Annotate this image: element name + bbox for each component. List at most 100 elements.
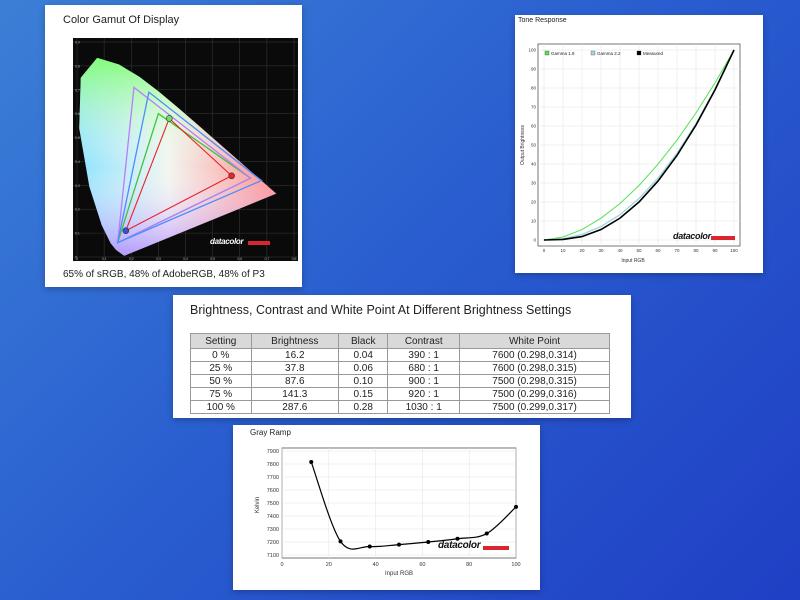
x-tick-label: 0: [280, 562, 283, 568]
y-tick-label: 90: [531, 67, 537, 72]
datacolor-logo-bar: [483, 546, 509, 550]
x-tick-label: 0.4: [183, 257, 188, 261]
ramp-ylabel: Kelvin: [255, 497, 261, 513]
legend-label: Gamma 2.2: [597, 51, 621, 56]
y-tick-label: 0.1: [75, 232, 80, 236]
table-cell: 100 %: [190, 400, 252, 414]
table-cell: 0 %: [190, 348, 252, 362]
y-tick-label: 0: [533, 238, 536, 243]
y-tick-label: 0.5: [75, 136, 80, 140]
ramp-point: [397, 542, 401, 547]
ramp-point: [455, 536, 460, 541]
table-cell: 87.6: [250, 374, 340, 388]
tone-xlabel: Input RGB: [621, 258, 645, 264]
x-tick-label: 60: [655, 248, 661, 253]
y-tick-label: 7600: [267, 488, 279, 494]
legend-swatch: [544, 50, 550, 56]
column-header: Setting: [190, 333, 252, 349]
ramp-chart: 0 20 40 60 80 100 7100 7200 7300 7400 7500 7600 7700…: [255, 447, 521, 577]
x-tick-label: 40: [617, 248, 623, 253]
y-tick-label: 7800: [267, 462, 279, 468]
x-tick-label: 0.8: [292, 257, 297, 261]
legend-swatch: [636, 50, 642, 56]
x-tick-label: 40: [373, 562, 379, 568]
gamut-triangle-measured: [124, 117, 233, 232]
table-row: 75 % 141.3 0.15 920 : 1 7500 (0.299,0.31…: [190, 387, 610, 401]
table-cell: 37.8: [250, 361, 340, 375]
table-cell: 0.15: [338, 387, 389, 401]
color-gamut-panel: Color Gamut Of Display 0 0.1 0.2 0.3 0.4 0.5 0…: [45, 5, 302, 287]
table-row: 25 % 37.8 0.06 680 : 1 7600 (0.298,0.315…: [190, 361, 610, 375]
table-row: 100 % 287.6 0.28 1030 : 1 7500 (0.299,0.…: [190, 400, 610, 414]
x-tick-label: 0.7: [264, 257, 269, 261]
table-cell: 50 %: [190, 374, 252, 388]
table-cell: 16.2: [250, 348, 340, 362]
table-cell: 0.06: [338, 361, 389, 375]
datacolor-logo-bar: [248, 241, 270, 245]
x-tick-label: 0.3: [156, 257, 161, 261]
y-tick-label: 0.8: [75, 64, 80, 68]
x-tick-label: 100: [511, 562, 520, 568]
x-tick-label: 20: [326, 562, 332, 568]
tone-title: Tone Response: [518, 17, 567, 24]
brightness-table: Setting Brightness Black Contrast White …: [190, 333, 610, 414]
y-tick-label: 30: [531, 181, 537, 186]
y-tick-label: 7900: [267, 449, 279, 455]
column-header: Contrast: [387, 333, 461, 349]
y-tick-label: 7700: [267, 475, 279, 481]
table-title: Brightness, Contrast and White Point At …: [190, 303, 572, 317]
x-tick-label: 60: [419, 562, 425, 568]
x-tick-label: 0: [543, 248, 546, 253]
tone-chart: 0 0 10 10 20 20 30 30 40 40 50 50 60 60 70 70 80 80 90 90 10…: [520, 43, 741, 264]
y-tick-label: 50: [531, 143, 537, 148]
table-row: 50 % 87.6 0.10 900 : 1 7500 (0.298,0.315…: [190, 374, 610, 388]
x-tick-label: 20: [579, 248, 585, 253]
x-tick-label: 0.5: [210, 257, 215, 261]
gamut-chart: 0 0.1 0.2 0.3 0.4 0.5 0.6 0.7 0.800.10.20.30.40.…: [73, 38, 298, 261]
x-tick-label: 80: [466, 562, 472, 568]
table-cell: 141.3: [250, 387, 340, 401]
gamut-primary-point: [165, 115, 173, 122]
column-header: White Point: [459, 333, 610, 349]
legend-swatch: [590, 50, 596, 56]
x-tick-label: 10: [560, 248, 566, 253]
gamut-triangle-p3: [116, 91, 263, 244]
y-tick-label: 7200: [267, 540, 279, 546]
x-tick-label: 100: [730, 248, 738, 253]
ramp-point: [309, 460, 314, 465]
x-tick-label: 80: [693, 248, 699, 253]
table-cell: 1030 : 1: [387, 400, 461, 414]
y-tick-label: 0.6: [75, 112, 80, 116]
tone-line-0: [543, 49, 735, 241]
datacolor-logo: datacolor: [438, 540, 481, 551]
y-tick-label: 0.3: [75, 184, 80, 188]
gray-ramp-panel: Gray Ramp 0 20 40 60 80 100 7100 7200 7300 7400 75…: [233, 425, 540, 590]
x-tick-label: 70: [674, 248, 680, 253]
brightness-table-panel: Brightness, Contrast and White Point At …: [173, 295, 631, 418]
gamut-title: Color Gamut Of Display: [63, 14, 180, 26]
gamut-primary-point: [228, 172, 235, 180]
y-tick-label: 60: [531, 124, 537, 129]
table-header-row: Setting Brightness Black Contrast White …: [190, 333, 610, 349]
legend-label: Measured: [643, 51, 664, 56]
table-cell: 920 : 1: [387, 387, 461, 401]
tone-ylabel: Output Brightness: [520, 124, 526, 165]
table-cell: 7500 (0.298,0.315): [459, 374, 610, 388]
x-tick-label: 0.1: [102, 257, 107, 261]
table-cell: 75 %: [190, 387, 252, 401]
datacolor-logo: datacolor: [673, 231, 711, 241]
datacolor-logo: datacolor: [210, 237, 244, 246]
gamut-caption: 65% of sRGB, 48% of AdobeRGB, 48% of P3: [63, 269, 265, 280]
gamut-primary-point: [122, 227, 130, 235]
tone-response-panel: Tone Response 0 0 10 10 20 20 30 30 40 40 50 50 60 60…: [515, 15, 763, 273]
table-cell: 680 : 1: [387, 361, 461, 375]
y-tick-label: 0.4: [75, 160, 80, 164]
column-header: Brightness: [250, 333, 340, 349]
ramp-point: [484, 531, 489, 536]
table-cell: 390 : 1: [387, 348, 461, 362]
y-tick-label: 0.7: [75, 88, 80, 92]
y-tick-label: 0.9: [75, 41, 80, 45]
table-cell: 7500 (0.299,0.317): [459, 400, 610, 414]
x-tick-label: 0.6: [237, 257, 242, 261]
ramp-point: [338, 539, 343, 544]
